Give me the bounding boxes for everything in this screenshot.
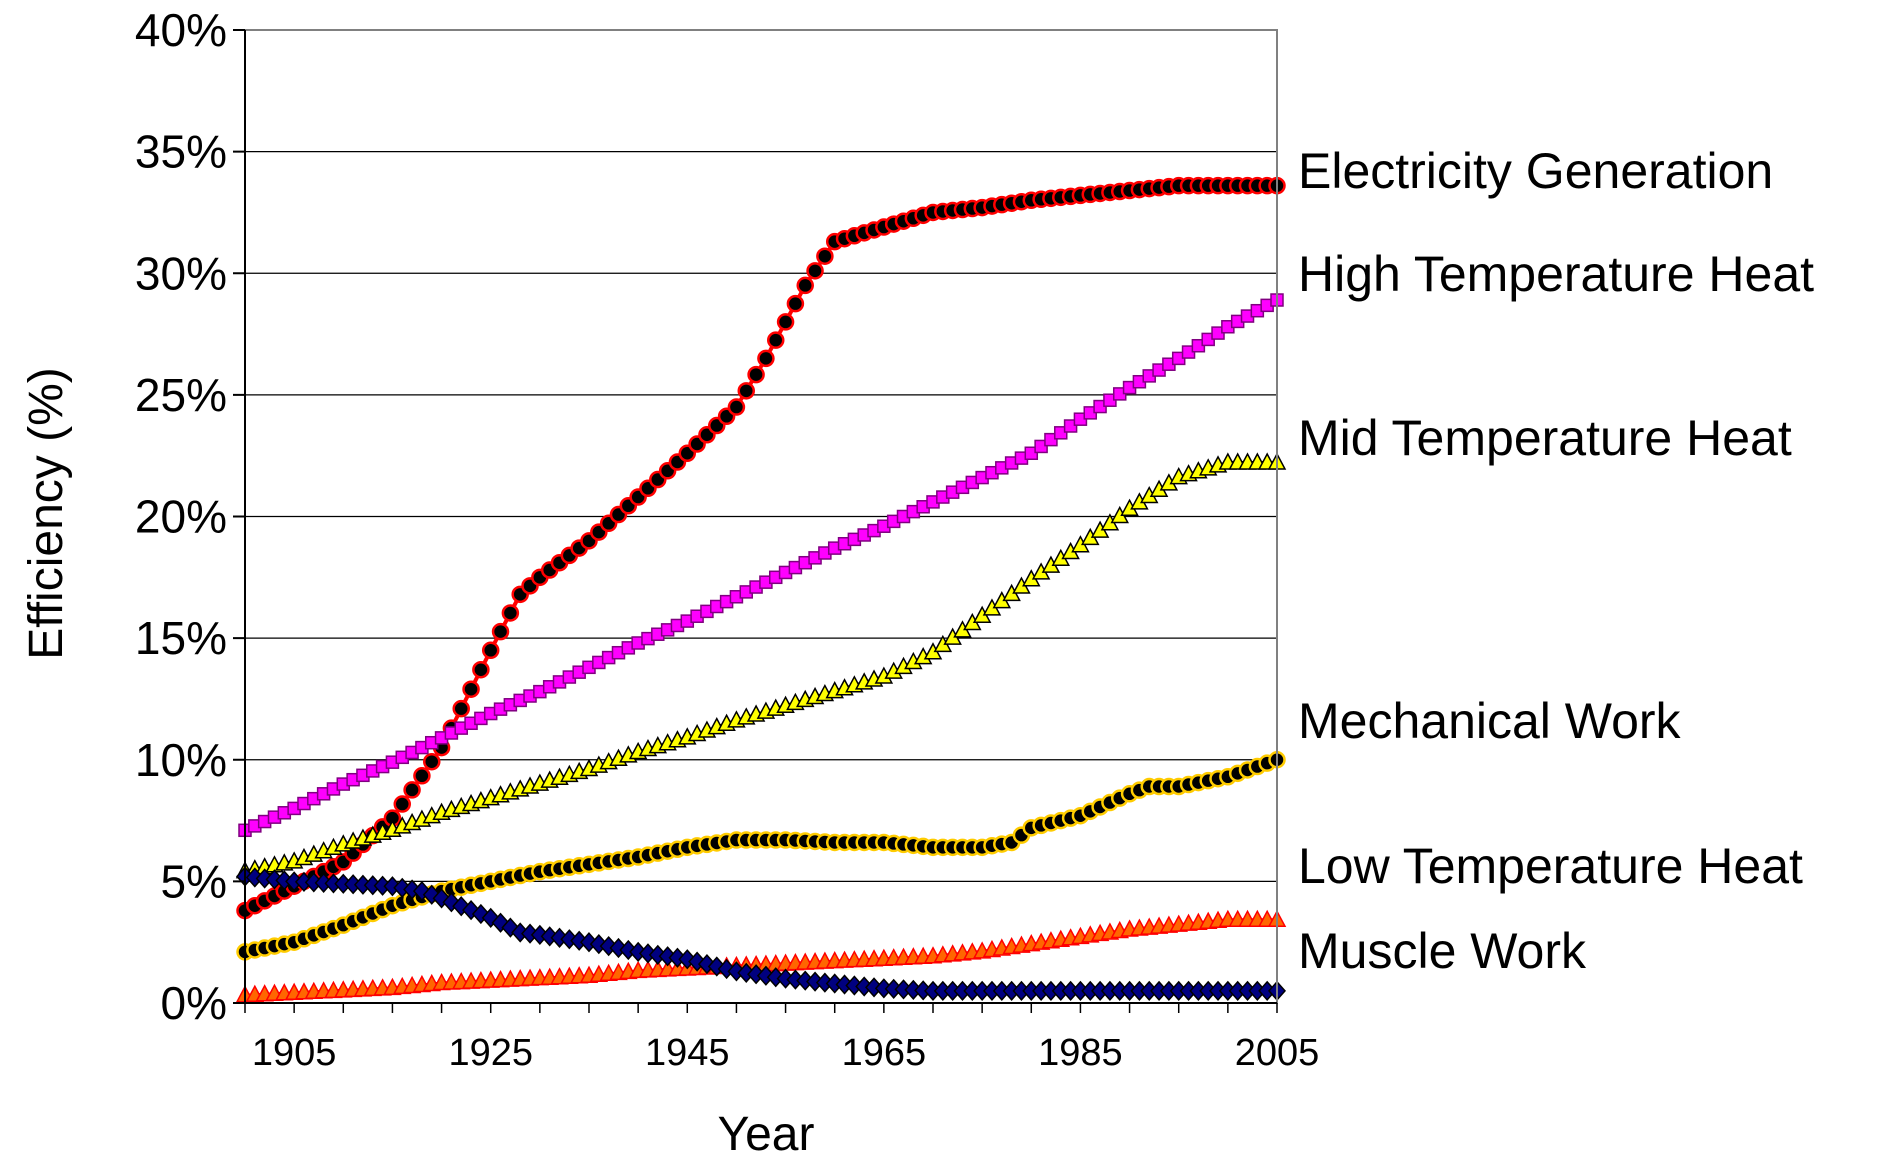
data-point <box>1044 432 1058 447</box>
series-high-temperature-heat <box>238 293 1284 838</box>
data-point <box>1034 439 1048 454</box>
data-point <box>413 767 431 785</box>
data-point <box>796 276 814 295</box>
data-point <box>678 949 697 970</box>
x-tick-label: 1925 <box>448 1032 533 1074</box>
data-point <box>393 795 412 813</box>
data-point <box>472 660 490 679</box>
y-tick-label: 15% <box>135 612 227 664</box>
series-label: High Temperature Heat <box>1298 246 1814 302</box>
data-point <box>786 294 805 313</box>
data-point <box>697 953 716 975</box>
y-axis-ticks: 0% 5% 10% 15% 20% 25% 30% 35% 40% <box>135 4 245 1029</box>
data-point <box>471 903 490 925</box>
series-labels: Electricity Generation High Temperature H… <box>1298 143 1814 979</box>
data-point <box>1063 419 1078 433</box>
data-point <box>747 365 765 384</box>
data-point <box>432 888 451 909</box>
data-point <box>452 699 470 718</box>
series-label: Electricity Generation <box>1298 143 1773 199</box>
data-point <box>481 641 500 660</box>
data-point <box>806 262 824 280</box>
data-point <box>1054 426 1068 440</box>
x-axis-ticks: 1905 1925 1945 1965 1985 2005 <box>244 1003 1320 1074</box>
x-tick-label: 1965 <box>842 1032 927 1074</box>
data-point <box>776 313 795 331</box>
data-point <box>462 680 480 698</box>
data-point <box>688 951 707 972</box>
data-point <box>452 896 471 917</box>
data-point <box>727 398 746 416</box>
y-tick-label: 30% <box>135 247 227 299</box>
series-line <box>244 757 1278 954</box>
y-tick-label: 35% <box>135 126 227 178</box>
series-label: Muscle Work <box>1298 923 1587 979</box>
data-point <box>766 331 785 349</box>
series-mid-temperature-heat <box>235 452 1287 879</box>
series-electricity-generation <box>236 176 1286 920</box>
data-point <box>816 247 834 265</box>
data-point <box>422 884 441 905</box>
data-point <box>491 622 510 641</box>
series-muscle-work <box>235 866 1287 1001</box>
series-label: Mechanical Work <box>1298 693 1682 749</box>
data-point <box>403 781 421 799</box>
series-label: Low Temperature Heat <box>1298 838 1803 894</box>
y-tick-label: 0% <box>161 977 227 1029</box>
series-group <box>235 176 1287 1003</box>
data-point <box>757 349 775 368</box>
y-axis-title: Efficiency (%) <box>20 367 73 660</box>
x-axis-title: Year <box>718 1108 815 1158</box>
y-tick-label: 20% <box>135 491 227 543</box>
y-tick-label: 10% <box>135 734 227 786</box>
data-point <box>707 956 726 977</box>
data-point <box>501 604 520 622</box>
x-tick-label: 2005 <box>1235 1032 1320 1074</box>
y-tick-label: 25% <box>135 369 227 421</box>
y-tick-label: 40% <box>135 4 227 56</box>
data-point <box>422 752 441 771</box>
y-tick-label: 5% <box>161 855 227 907</box>
data-point <box>737 382 756 400</box>
x-tick-label: 1945 <box>645 1032 730 1074</box>
x-tick-label: 1905 <box>252 1032 337 1074</box>
data-point <box>1024 446 1039 461</box>
series-label: Mid Temperature Heat <box>1298 410 1792 466</box>
x-tick-label: 1985 <box>1038 1032 1123 1074</box>
